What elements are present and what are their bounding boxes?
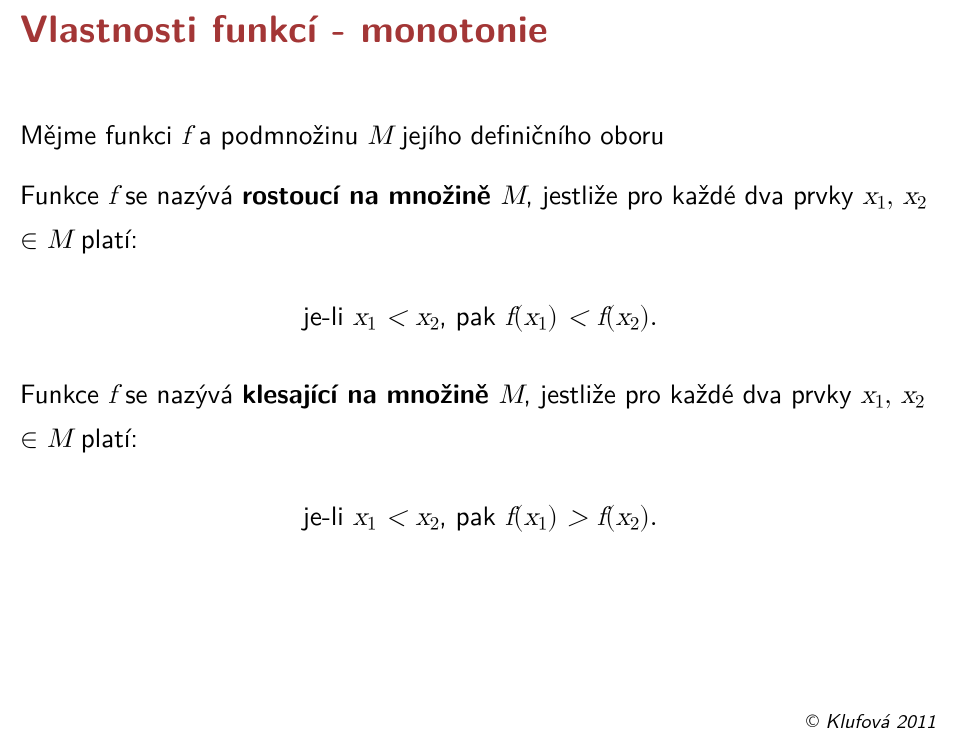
math-x1: x1 — [861, 382, 885, 409]
math-f: f — [108, 382, 116, 409]
sub-1: 1 — [538, 315, 547, 334]
copyright-icon: © — [806, 706, 819, 733]
text: jejího definičního oboru — [392, 114, 664, 153]
lparen: ( — [605, 504, 616, 531]
sub-2: 2 — [915, 393, 924, 412]
x: x — [862, 183, 876, 210]
math-f: f — [505, 304, 513, 331]
math-f: f — [181, 123, 189, 150]
in-symbol: ∈ — [20, 426, 38, 453]
math-M: M — [47, 227, 72, 254]
comma: , — [884, 382, 892, 409]
bold-text: klesající na množině M — [242, 373, 523, 412]
lparen: ( — [605, 304, 616, 331]
math-x2: x2 — [616, 304, 640, 331]
paragraph-intro: Mějme funkci f a podmnožinu M jejího def… — [20, 114, 940, 158]
sub-1: 1 — [877, 193, 886, 212]
math-x2: x2 — [415, 304, 439, 331]
math-x1: x1 — [353, 304, 377, 331]
paragraph-decreasing: Funkce f se nazývá klesající na množině … — [20, 373, 940, 461]
text: , pak — [439, 495, 505, 534]
math-f: f — [505, 504, 513, 531]
text: Mějme funkci — [20, 114, 181, 153]
sub-1: 1 — [367, 315, 376, 334]
x: x — [616, 504, 630, 531]
sub-2: 2 — [917, 193, 926, 212]
text: , pak — [439, 295, 505, 334]
sub-2: 2 — [430, 315, 439, 334]
lt-symbol: < — [385, 504, 406, 531]
sub-1: 1 — [875, 393, 884, 412]
sub-2: 2 — [430, 514, 439, 533]
text: se nazývá — [116, 174, 242, 213]
math-x1: x1 — [524, 304, 548, 331]
text: Funkce — [20, 373, 108, 412]
sub-2: 2 — [630, 315, 639, 334]
gt-symbol: > — [567, 504, 588, 531]
x: x — [524, 304, 538, 331]
x: x — [861, 382, 875, 409]
condition-decreasing: je-li x1 < x2, pak f(x1) > f(x2). — [20, 495, 940, 539]
math-M: M — [367, 123, 392, 150]
in-symbol: ∈ — [20, 227, 38, 254]
sub-1: 1 — [367, 514, 376, 533]
text: platí: — [72, 417, 138, 456]
math-x2: x2 — [616, 504, 640, 531]
slide-title: Vlastnosti funkcí - monotonie — [20, 0, 940, 54]
slide-page: Vlastnosti funkcí - monotonie Mějme funk… — [0, 0, 960, 747]
math-f: f — [597, 504, 605, 531]
text: platí: — [72, 218, 138, 257]
footer-text: Klufová 2011 — [819, 706, 936, 735]
sub-1: 1 — [538, 514, 547, 533]
sub-2: 2 — [630, 514, 639, 533]
dot: . — [650, 504, 658, 531]
dot: . — [650, 304, 658, 331]
lt-symbol: < — [567, 304, 588, 331]
text: rostoucí na množině — [242, 174, 500, 213]
math-x1: x1 — [862, 183, 886, 210]
math-M: M — [501, 183, 526, 210]
x: x — [903, 183, 917, 210]
rparen: ) — [547, 304, 558, 331]
text: , jestliže pro každé dva prvky — [523, 373, 860, 412]
text: a podmnožinu — [190, 114, 368, 153]
text: je-li — [303, 495, 353, 534]
math-x2: x2 — [415, 504, 439, 531]
text: se nazývá — [116, 373, 242, 412]
math-x2: x2 — [901, 382, 925, 409]
x: x — [415, 304, 429, 331]
x: x — [415, 504, 429, 531]
x: x — [353, 504, 367, 531]
rparen: ) — [639, 304, 650, 331]
x: x — [901, 382, 915, 409]
text: , jestliže pro každé dva prvky — [525, 174, 862, 213]
bold-text: rostoucí na množině M — [242, 174, 525, 213]
rparen: ) — [639, 504, 650, 531]
x: x — [353, 304, 367, 331]
rparen: ) — [547, 504, 558, 531]
lparen: ( — [513, 504, 524, 531]
footer: © Klufová 2011 — [806, 706, 936, 735]
paragraph-increasing: Funkce f se nazývá rostoucí na množině M… — [20, 174, 940, 262]
math-x1: x1 — [524, 504, 548, 531]
math-M: M — [499, 382, 524, 409]
text: Funkce — [20, 174, 108, 213]
math-f: f — [108, 183, 116, 210]
math-M: M — [47, 426, 72, 453]
lt-symbol: < — [385, 304, 406, 331]
text: klesající na množině — [242, 373, 499, 412]
math-x2: x2 — [903, 183, 927, 210]
math-x1: x1 — [353, 504, 377, 531]
x: x — [616, 304, 630, 331]
comma: , — [886, 183, 894, 210]
math-f: f — [597, 304, 605, 331]
condition-increasing: je-li x1 < x2, pak f(x1) < f(x2). — [20, 295, 940, 339]
text: je-li — [303, 295, 353, 334]
x: x — [524, 504, 538, 531]
lparen: ( — [513, 304, 524, 331]
